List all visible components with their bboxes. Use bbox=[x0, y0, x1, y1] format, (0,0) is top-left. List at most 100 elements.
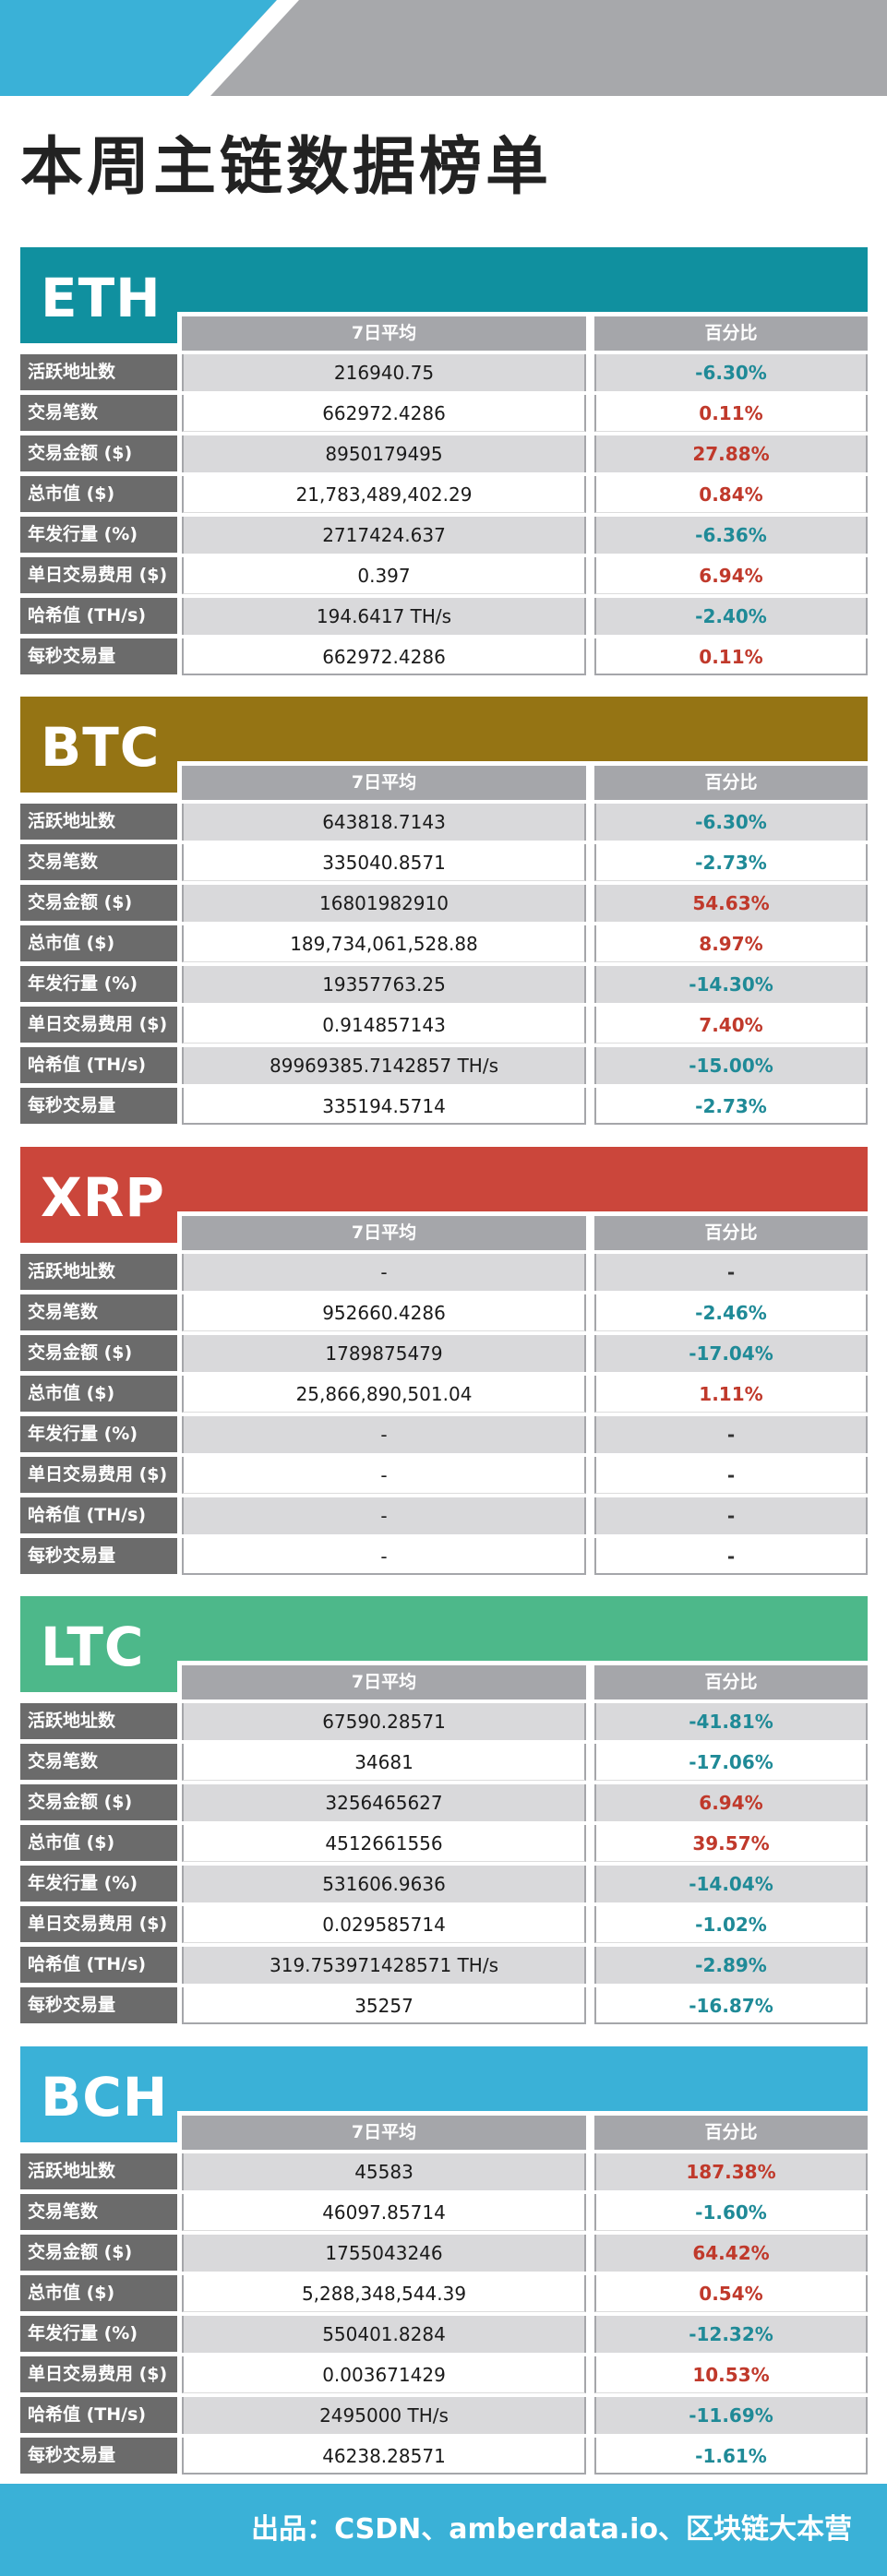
percent-change: -6.30% bbox=[594, 354, 868, 391]
avg-value: 335194.5714 bbox=[182, 1088, 586, 1125]
table-row: 交易金额 ($) 3256465627 6.94% bbox=[20, 1784, 868, 1825]
percent-change: 0.84% bbox=[594, 476, 868, 513]
column-header-7day-avg: 7日平均 bbox=[182, 766, 586, 800]
row-label: 交易笔数 bbox=[20, 1294, 177, 1330]
percent-change: 1.11% bbox=[594, 1376, 868, 1413]
percent-change: -2.73% bbox=[594, 1088, 868, 1125]
avg-value: 25,866,890,501.04 bbox=[182, 1376, 586, 1413]
percent-change: -2.46% bbox=[594, 1294, 868, 1331]
percent-change: - bbox=[594, 1254, 868, 1291]
avg-value: 1789875479 bbox=[182, 1335, 586, 1372]
percent-change: 6.94% bbox=[594, 557, 868, 594]
row-label: 交易笔数 bbox=[20, 1744, 177, 1780]
table-row: 单日交易费用 ($) 0.397 6.94% bbox=[20, 557, 868, 598]
row-label: 哈希值 (TH/s) bbox=[20, 1047, 177, 1083]
row-label: 单日交易费用 ($) bbox=[20, 1906, 177, 1942]
table-row: 年发行量 (%) 531606.9636 -14.04% bbox=[20, 1866, 868, 1906]
column-header-7day-avg: 7日平均 bbox=[182, 2116, 586, 2150]
percent-change: 6.94% bbox=[594, 1784, 868, 1821]
table-row: 单日交易费用 ($) 0.003671429 10.53% bbox=[20, 2356, 868, 2397]
table-row: 每秒交易量 35257 -16.87% bbox=[20, 1987, 868, 2028]
coin-section-xrp: XRP 7日平均 百分比 活跃地址数 - - 交易笔数 952660.4286 -2.46% 交易… bbox=[20, 1147, 868, 1581]
row-label: 活跃地址数 bbox=[20, 2153, 177, 2189]
avg-value: 531606.9636 bbox=[182, 1866, 586, 1902]
coin-name: XRP bbox=[41, 1166, 165, 1229]
table-row: 总市值 ($) 189,734,061,528.88 8.97% bbox=[20, 925, 868, 966]
row-label: 活跃地址数 bbox=[20, 1703, 177, 1739]
avg-value: 34681 bbox=[182, 1744, 586, 1781]
coin-name: BCH bbox=[41, 2066, 169, 2129]
percent-change: 0.11% bbox=[594, 395, 868, 432]
row-label: 单日交易费用 ($) bbox=[20, 557, 177, 593]
row-label: 交易金额 ($) bbox=[20, 885, 177, 921]
table-row: 交易金额 ($) 1755043246 64.42% bbox=[20, 2235, 868, 2275]
percent-change: 64.42% bbox=[594, 2235, 868, 2272]
row-label: 哈希值 (TH/s) bbox=[20, 2397, 177, 2433]
column-header-percent: 百分比 bbox=[594, 1665, 868, 1699]
source-credit: 出品：CSDN、amberdata.io、区块链大本营 bbox=[251, 2513, 852, 2546]
coin-section-btc: BTC 7日平均 百分比 活跃地址数 643818.7143 -6.30% 交易笔数 3350… bbox=[20, 697, 868, 1131]
percent-change: -6.36% bbox=[594, 517, 868, 554]
row-label: 单日交易费用 ($) bbox=[20, 2356, 177, 2392]
coin-section-eth: ETH 7日平均 百分比 活跃地址数 216940.75 -6.30% 交易笔数 662972… bbox=[20, 247, 868, 682]
table-row: 总市值 ($) 25,866,890,501.04 1.11% bbox=[20, 1376, 868, 1416]
table-row: 每秒交易量 46238.28571 -1.61% bbox=[20, 2438, 868, 2478]
percent-change: - bbox=[594, 1497, 868, 1534]
row-label: 活跃地址数 bbox=[20, 1254, 177, 1290]
row-label: 每秒交易量 bbox=[20, 1987, 177, 2023]
column-header-percent: 百分比 bbox=[594, 1216, 868, 1250]
row-label: 活跃地址数 bbox=[20, 354, 177, 390]
percent-change: 8.97% bbox=[594, 925, 868, 962]
avg-value: 67590.28571 bbox=[182, 1703, 586, 1740]
row-label: 交易金额 ($) bbox=[20, 1784, 177, 1820]
percent-change: -2.89% bbox=[594, 1947, 868, 1984]
percent-change: 27.88% bbox=[594, 435, 868, 472]
avg-value: - bbox=[182, 1416, 586, 1453]
percent-change: -15.00% bbox=[594, 1047, 868, 1084]
avg-value: 46238.28571 bbox=[182, 2438, 586, 2475]
table-row: 交易金额 ($) 1789875479 -17.04% bbox=[20, 1335, 868, 1376]
avg-value: 189,734,061,528.88 bbox=[182, 925, 586, 962]
percent-change: 10.53% bbox=[594, 2356, 868, 2393]
avg-value: 0.397 bbox=[182, 557, 586, 594]
avg-value: 0.029585714 bbox=[182, 1906, 586, 1943]
percent-change: 7.40% bbox=[594, 1007, 868, 1044]
percent-change: -41.81% bbox=[594, 1703, 868, 1740]
table-row: 哈希值 (TH/s) 194.6417 TH/s -2.40% bbox=[20, 598, 868, 638]
table-row: 单日交易费用 ($) 0.914857143 7.40% bbox=[20, 1007, 868, 1047]
table-row: 哈希值 (TH/s) 89969385.7142857 TH/s -15.00% bbox=[20, 1047, 868, 1088]
avg-value: 550401.8284 bbox=[182, 2316, 586, 2353]
table-row: 每秒交易量 662972.4286 0.11% bbox=[20, 638, 868, 679]
coin-name: LTC bbox=[41, 1616, 145, 1678]
column-header-percent: 百分比 bbox=[594, 766, 868, 800]
percent-change: - bbox=[594, 1416, 868, 1453]
avg-value: 35257 bbox=[182, 1987, 586, 2024]
column-header-7day-avg: 7日平均 bbox=[182, 1665, 586, 1699]
row-label: 交易金额 ($) bbox=[20, 1335, 177, 1371]
avg-value: - bbox=[182, 1538, 586, 1575]
table-row: 活跃地址数 67590.28571 -41.81% bbox=[20, 1703, 868, 1744]
row-label: 总市值 ($) bbox=[20, 476, 177, 512]
table-row: 交易笔数 46097.85714 -1.60% bbox=[20, 2194, 868, 2235]
percent-change: - bbox=[594, 1538, 868, 1575]
header-band bbox=[0, 0, 887, 96]
percent-change: -14.04% bbox=[594, 1866, 868, 1902]
avg-value: 89969385.7142857 TH/s bbox=[182, 1047, 586, 1084]
table-row: 交易笔数 335040.8571 -2.73% bbox=[20, 844, 868, 885]
percent-change: 39.57% bbox=[594, 1825, 868, 1862]
table-row: 交易金额 ($) 16801982910 54.63% bbox=[20, 885, 868, 925]
row-label: 哈希值 (TH/s) bbox=[20, 598, 177, 634]
row-label: 单日交易费用 ($) bbox=[20, 1007, 177, 1043]
footer-band: 出品：CSDN、amberdata.io、区块链大本营 bbox=[0, 2484, 887, 2576]
table-row: 交易笔数 952660.4286 -2.46% bbox=[20, 1294, 868, 1335]
header-band-blue bbox=[0, 0, 277, 96]
avg-value: 952660.4286 bbox=[182, 1294, 586, 1331]
coin-section-bch: BCH 7日平均 百分比 活跃地址数 45583 187.38% 交易笔数 46097.857… bbox=[20, 2046, 868, 2481]
avg-value: - bbox=[182, 1254, 586, 1291]
row-label: 交易笔数 bbox=[20, 2194, 177, 2230]
row-label: 每秒交易量 bbox=[20, 2438, 177, 2474]
row-label: 总市值 ($) bbox=[20, 1825, 177, 1861]
coin-tab bbox=[20, 2046, 177, 2142]
table-row: 总市值 ($) 21,783,489,402.29 0.84% bbox=[20, 476, 868, 517]
table-row: 单日交易费用 ($) - - bbox=[20, 1457, 868, 1497]
